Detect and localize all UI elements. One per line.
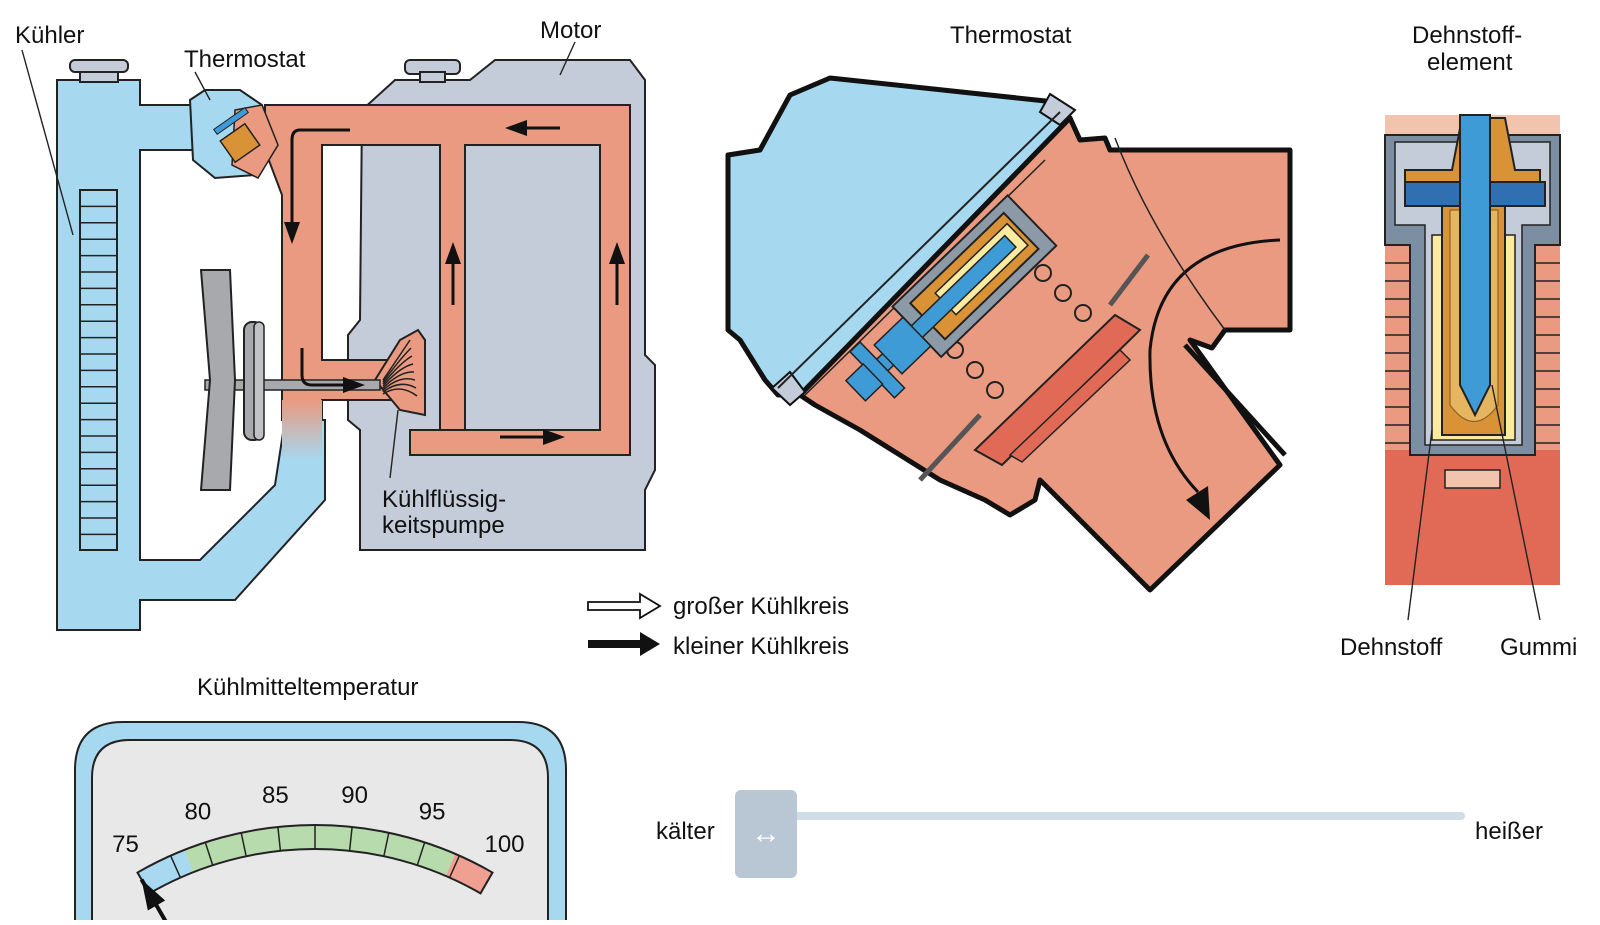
label-pump-line1: Kühlflüssig- <box>382 486 506 513</box>
gauge-tick-label: 95 <box>419 799 446 826</box>
label-engine: Motor <box>540 17 601 44</box>
temperature-gauge: Kühlmitteltemperatur 75 80 85 90 95 100 <box>74 674 567 925</box>
spring-coil <box>1054 284 1072 302</box>
gauge-tick-label: 100 <box>484 831 524 858</box>
label-thermostat-small: Thermostat <box>184 46 306 73</box>
radiator <box>56 59 326 631</box>
flow-arrows <box>284 120 625 445</box>
legend-small-circuit: kleiner Kühlkreis <box>673 633 849 660</box>
wax-element-small <box>844 193 1058 402</box>
thermostat-small <box>188 89 279 180</box>
label-thermostat-detail: Thermostat <box>950 22 1072 49</box>
temperature-slider-track[interactable] <box>785 812 1465 820</box>
thermostat-detail: Thermostat <box>725 22 1293 593</box>
gauge-tick-label: 75 <box>112 831 139 858</box>
label-radiator: Kühler <box>15 22 84 49</box>
gauge-tick <box>416 842 426 866</box>
gauge-scale <box>136 824 494 895</box>
temperature-slider-handle[interactable]: ↔ <box>735 790 797 878</box>
legend: großer Kühlkreis kleiner Kühlkreis <box>587 592 849 660</box>
large-circuit-arrow-icon <box>587 592 662 620</box>
fan <box>199 269 381 491</box>
label-element-line2: element <box>1427 49 1513 76</box>
label-pump-line2: keitspumpe <box>382 512 505 539</box>
label-element-line1: Dehnstoff- <box>1412 22 1522 49</box>
slider-max-label: heißer <box>1475 818 1544 845</box>
gauge-tick <box>348 826 353 851</box>
hot-coolant-channels <box>264 104 631 460</box>
gauge-title: Kühlmitteltemperatur <box>197 674 418 701</box>
coolant-pump <box>373 328 426 417</box>
gauge-tick <box>448 855 461 878</box>
gauge-tick-label: 90 <box>341 782 368 809</box>
gauge-tick <box>204 842 214 866</box>
spring-coil <box>966 361 984 379</box>
gauge-tick <box>479 872 494 894</box>
gauge-tick <box>240 832 247 857</box>
spring-coil <box>1074 304 1092 322</box>
label-wax: Dehnstoff <box>1340 634 1443 661</box>
wax-element-detail: Dehnstoff- element Dehnstoff Gummi <box>1340 22 1577 661</box>
gauge-tick-label: 80 <box>185 799 212 826</box>
label-rubber: Gummi <box>1500 634 1577 661</box>
gauge-tick <box>383 832 390 857</box>
gauge-tick <box>277 826 282 851</box>
radiator-fins <box>80 189 117 536</box>
cooling-circuit-overview: Kühler Thermostat Motor Kühlflüssig- kei… <box>15 17 656 631</box>
gauge-tick <box>169 855 182 878</box>
legend-large-circuit: großer Kühlkreis <box>673 593 849 620</box>
gauge-tick-label: 85 <box>262 782 289 809</box>
spring-coil <box>1034 264 1052 282</box>
spring-coil <box>986 381 1004 399</box>
small-circuit-arrow-icon <box>588 632 660 656</box>
slider-min-label: kälter <box>656 818 715 845</box>
left-right-arrow-icon: ↔ <box>751 817 781 850</box>
